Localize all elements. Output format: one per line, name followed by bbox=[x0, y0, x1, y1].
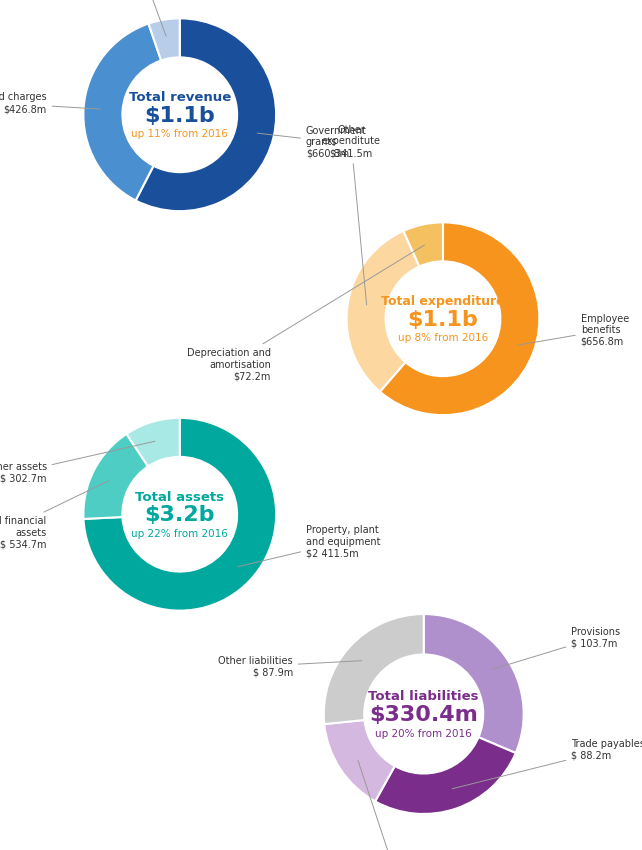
Text: Fees and charges
$426.8m: Fees and charges $426.8m bbox=[0, 93, 100, 114]
Text: Cash and financial
assets
$ 534.7m: Cash and financial assets $ 534.7m bbox=[0, 481, 108, 549]
Text: Provisions
$ 103.7m: Provisions $ 103.7m bbox=[493, 627, 620, 669]
Text: Total expenditure: Total expenditure bbox=[381, 295, 505, 308]
Text: up 22% from 2016: up 22% from 2016 bbox=[132, 529, 228, 539]
Text: Revenue in
advance
$ 50.6m: Revenue in advance $ 50.6m bbox=[358, 761, 432, 850]
Text: Total assets: Total assets bbox=[135, 490, 224, 503]
Text: Trade payables
$ 88.2m: Trade payables $ 88.2m bbox=[453, 739, 642, 789]
Wedge shape bbox=[347, 231, 419, 392]
Text: up 11% from 2016: up 11% from 2016 bbox=[132, 129, 228, 139]
Text: Total liabilities: Total liabilities bbox=[369, 689, 479, 703]
Text: Other assets
$ 302.7m: Other assets $ 302.7m bbox=[0, 441, 155, 484]
Text: Depreciation and
amortisation
$72.2m: Depreciation and amortisation $72.2m bbox=[187, 245, 424, 382]
Wedge shape bbox=[403, 223, 443, 266]
Wedge shape bbox=[83, 418, 276, 610]
Text: Property, plant
and equipment
$2 411.5m: Property, plant and equipment $2 411.5m bbox=[238, 525, 381, 567]
Text: $1.1b: $1.1b bbox=[408, 310, 478, 330]
Wedge shape bbox=[375, 737, 516, 814]
Text: Other
expenditute
$341.5m: Other expenditute $341.5m bbox=[322, 125, 381, 305]
Text: Employee
benefits
$656.8m: Employee benefits $656.8m bbox=[517, 314, 629, 347]
Wedge shape bbox=[148, 19, 180, 60]
Text: $330.4m: $330.4m bbox=[369, 706, 478, 725]
Wedge shape bbox=[135, 19, 276, 211]
Wedge shape bbox=[324, 614, 424, 724]
Text: $1.1b: $1.1b bbox=[144, 106, 215, 126]
Wedge shape bbox=[83, 434, 148, 519]
Text: up 8% from 2016: up 8% from 2016 bbox=[398, 333, 488, 343]
Text: $3.2b: $3.2b bbox=[144, 506, 215, 525]
Wedge shape bbox=[380, 223, 539, 415]
Text: Other liabilities
$ 87.9m: Other liabilities $ 87.9m bbox=[218, 655, 362, 677]
Wedge shape bbox=[83, 24, 161, 201]
Wedge shape bbox=[126, 418, 180, 467]
Wedge shape bbox=[324, 720, 395, 802]
Text: Government
grants
$660.8m: Government grants $660.8m bbox=[257, 126, 367, 159]
Text: Other revenue
$60.4m: Other revenue $60.4m bbox=[98, 0, 169, 37]
Text: up 20% from 2016: up 20% from 2016 bbox=[376, 729, 472, 740]
Wedge shape bbox=[424, 614, 524, 753]
Text: Total revenue: Total revenue bbox=[128, 91, 231, 104]
